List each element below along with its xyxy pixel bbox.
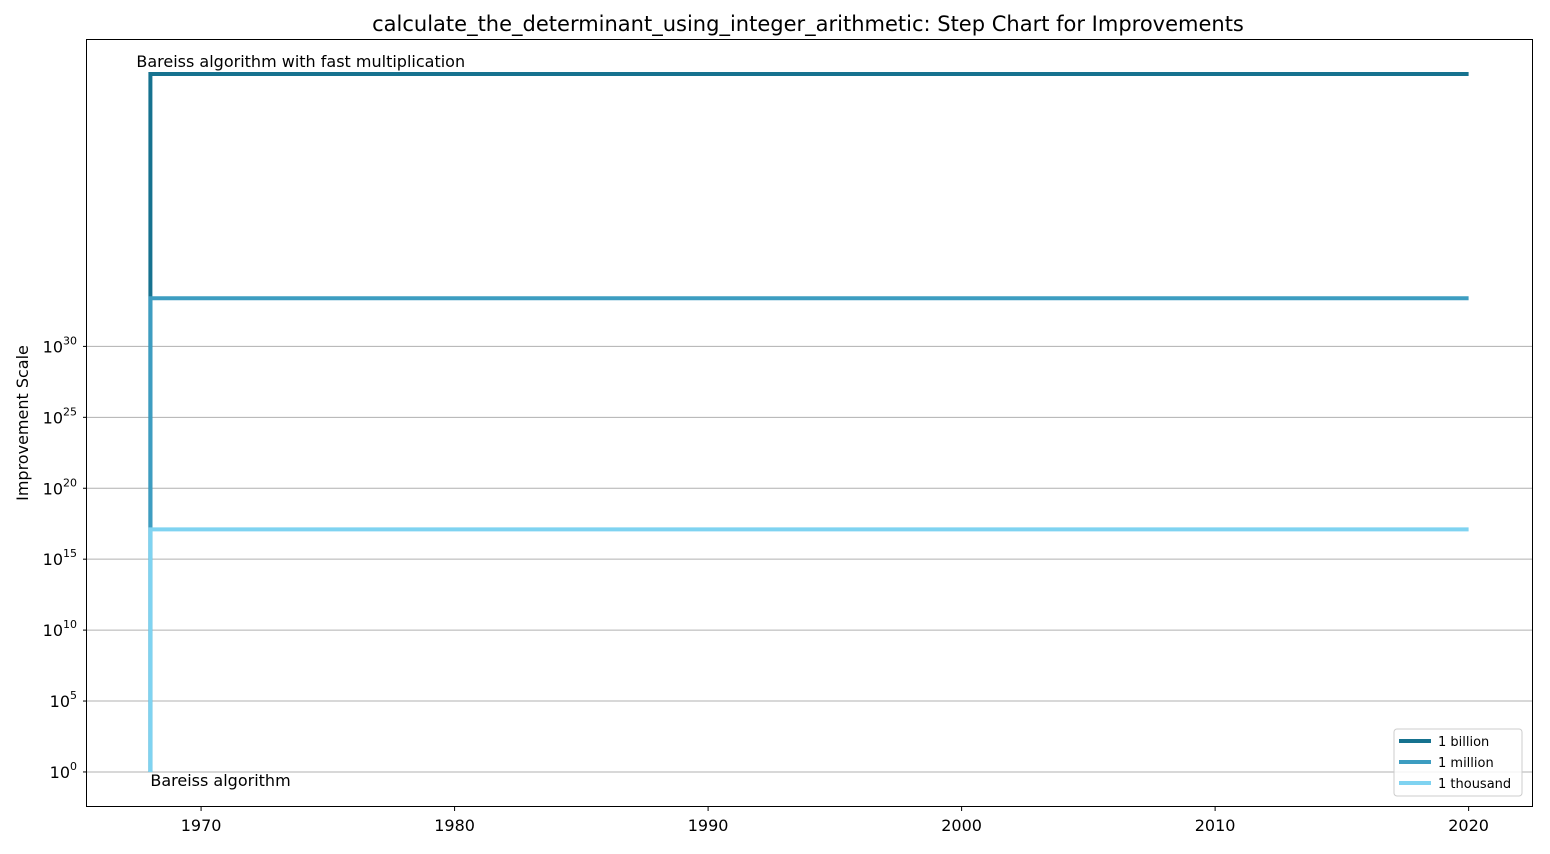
legend-label: 1 million	[1438, 756, 1494, 771]
x-tick-label: 2000	[941, 816, 982, 835]
x-tick-label: 2010	[1195, 816, 1236, 835]
y-tick-label: 1030	[43, 334, 77, 356]
chart-title: calculate_the_determinant_using_integer_…	[372, 12, 1244, 37]
y-tick-label: 1025	[43, 405, 77, 427]
legend-label: 1 thousand	[1438, 777, 1511, 792]
y-tick-label: 105	[50, 689, 77, 711]
x-tick-label: 1980	[434, 816, 475, 835]
y-tick-label: 1020	[43, 476, 77, 498]
annotation-label: Bareiss algorithm	[150, 771, 290, 790]
annotations: Bareiss algorithm with fast multiplicati…	[136, 52, 465, 790]
y-tick-label: 100	[50, 760, 77, 782]
x-axis-ticks: 1970 1980 1990 2000 2010 2020	[181, 806, 1489, 835]
plot-area-frame	[86, 39, 1533, 807]
legend: 1 billion 1 million 1 thousand	[1393, 728, 1523, 797]
y-axis-ticks: 100 105 1010 1015 1020 1025 1030	[43, 334, 87, 782]
series-line	[148, 527, 1469, 772]
series-line	[148, 72, 1469, 772]
x-tick-label: 1990	[688, 816, 729, 835]
y-tick-label: 1010	[43, 618, 77, 640]
annotation-label: Bareiss algorithm with fast multiplicati…	[136, 52, 465, 71]
x-tick-label: 1970	[181, 816, 222, 835]
y-axis-label: Improvement Scale	[13, 345, 32, 501]
legend-label: 1 billion	[1438, 735, 1489, 750]
series-lines	[148, 72, 1469, 772]
y-tick-label: 1015	[43, 547, 77, 569]
grid-lines	[87, 345, 1532, 773]
x-tick-label: 2020	[1448, 816, 1489, 835]
legend-box	[1393, 728, 1523, 797]
